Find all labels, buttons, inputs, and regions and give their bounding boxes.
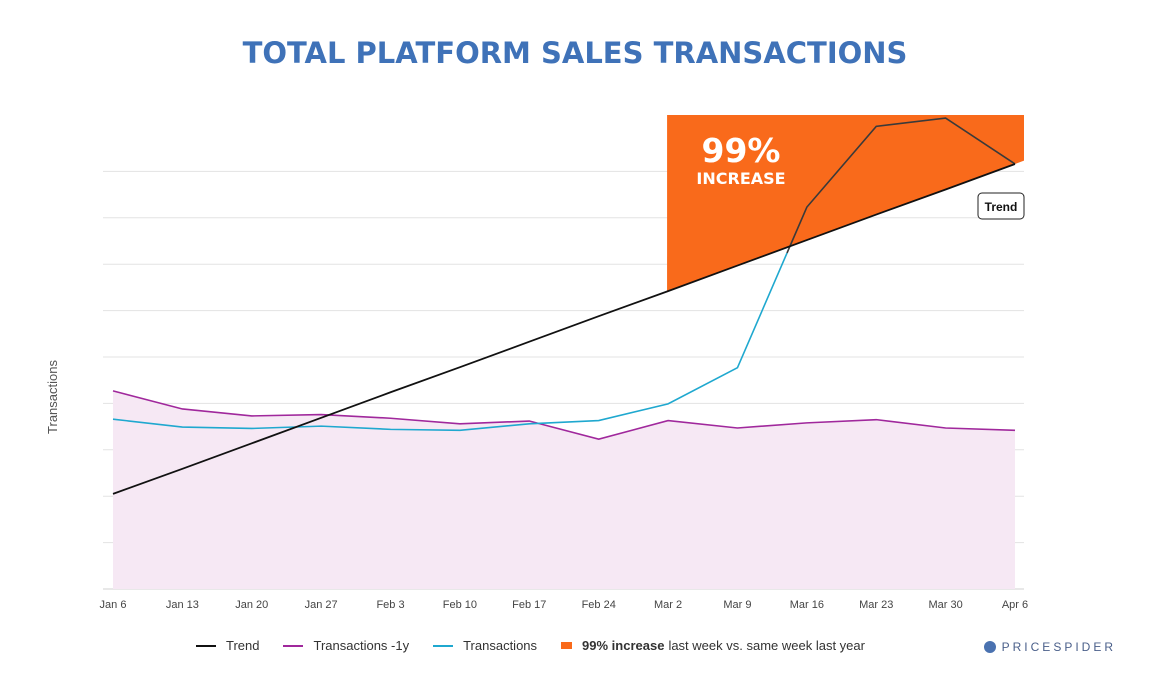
highlight-small-text: INCREASE — [696, 169, 785, 188]
legend-label-increase-bold: 99% increase — [582, 638, 665, 653]
logo-text: PRICESPIDER — [1001, 640, 1116, 654]
line-transactions-highlighted — [786, 117, 1016, 254]
x-tick-label: Jan 13 — [166, 599, 199, 611]
line-trend — [112, 163, 1016, 495]
legend-label-transactions: Transactions — [463, 638, 538, 653]
highlight-region: 99%INCREASE — [667, 115, 1024, 292]
legend-swatch-transactions — [433, 644, 454, 647]
x-tick-label: Feb 24 — [582, 599, 616, 611]
legend-item-trend[interactable]: Trend — [196, 638, 259, 653]
chart-title: TOTAL PLATFORM SALES TRANSACTIONS — [242, 36, 908, 70]
x-tick-label: Feb 3 — [376, 599, 404, 611]
trend-callout-box — [977, 192, 1025, 220]
area-series — [113, 390, 1015, 589]
y-axis-label: Transactions — [45, 360, 60, 434]
legend-label-transactions-1y: Transactions -1y — [313, 638, 410, 653]
legend-item-transactions[interactable]: Transactions — [433, 638, 537, 653]
x-tick-label: Jan 6 — [100, 599, 127, 611]
line-transactions — [112, 252, 788, 432]
highlight-big-text: 99% — [702, 131, 781, 170]
x-tick-label: Apr 6 — [1002, 599, 1028, 611]
x-tick-label: Mar 2 — [654, 599, 682, 611]
spider-logo-icon — [983, 641, 996, 653]
pricespider-logo: PRICESPIDER — [983, 640, 1116, 654]
x-tick-label: Jan 27 — [305, 599, 338, 611]
x-tick-label: Feb 10 — [443, 599, 477, 611]
legend-item-increase[interactable]: 99% increase last week vs. same week las… — [561, 638, 865, 653]
x-tick-label: Jan 20 — [235, 599, 268, 611]
area-transactions-1y — [113, 390, 1015, 589]
x-tick-label: Feb 17 — [512, 599, 546, 611]
legend-label-trend: Trend — [226, 638, 260, 653]
legend-swatch-trend — [196, 644, 216, 647]
highlight-increase-area — [667, 115, 1024, 292]
legend-swatch-increase — [561, 642, 573, 649]
line-series — [112, 117, 1016, 495]
legend-item-transactions-1y[interactable]: Transactions -1y — [283, 638, 409, 653]
x-axis: Jan 6 Jan 13 Jan 20 Jan 27 Feb 3 Feb 10 Feb 17… — [100, 599, 1029, 611]
x-tick-label: Mar 9 — [723, 599, 751, 611]
x-tick-label: Mar 30 — [928, 599, 962, 611]
legend-label-increase-rest: last week vs. same week last year — [668, 638, 865, 653]
legend-swatch-transactions-1y — [283, 644, 304, 647]
line-transactions-1y — [112, 390, 1016, 440]
x-tick-label: Mar 23 — [859, 599, 893, 611]
x-tick-label: Mar 16 — [790, 599, 824, 611]
chart-labels: Transactions Trend — [45, 192, 1025, 434]
legend: Trend Transactions -1y Transactions 99% … — [196, 638, 889, 653]
trend-callout-label: Trend — [985, 200, 1018, 214]
